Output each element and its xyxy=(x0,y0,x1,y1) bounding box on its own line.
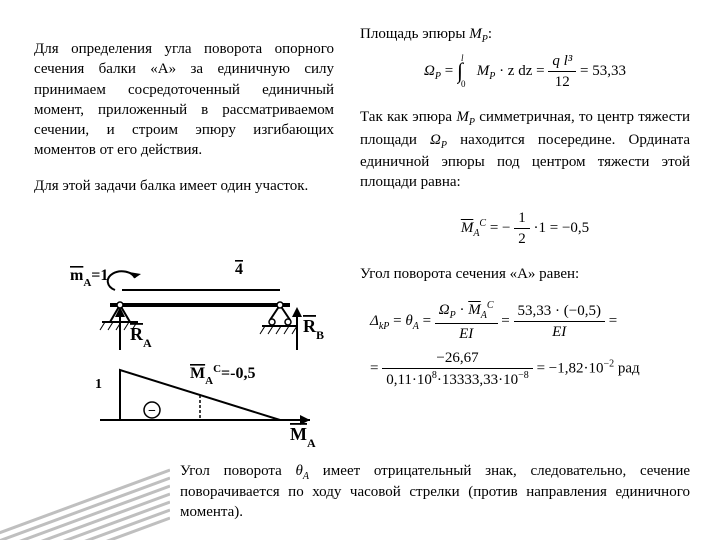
bottom-theta: θ xyxy=(296,463,303,479)
eq4-unit: рад xyxy=(614,361,640,377)
right-column: Площадь эпюры MP: ΩP = l ∫ 0 MP · z dz =… xyxy=(360,24,690,395)
p2-omega: Ω xyxy=(430,132,441,148)
eq3-num2-sub: A xyxy=(481,310,487,321)
eq2-den: 2 xyxy=(514,229,530,249)
eq3-theta-sub: A xyxy=(413,321,419,332)
eq3-num1-sub: P xyxy=(450,310,456,321)
eq2-M: M xyxy=(461,220,474,236)
eq4-den-a: 0,11·10 xyxy=(386,372,432,388)
eq4-result-sup: −2 xyxy=(603,359,614,370)
eq4-den-b: ·13333,33·10 xyxy=(437,372,518,388)
eq2-num: 1 xyxy=(514,208,530,229)
reaction-b-arrow-icon xyxy=(292,307,302,317)
area-title-symbol: M xyxy=(469,26,482,42)
eq3-theta: θ xyxy=(405,313,412,329)
bottom-a: Угол поворота xyxy=(180,463,296,479)
eq2-M-sup: C xyxy=(479,218,486,229)
eq3-num1: Ω xyxy=(439,302,450,318)
eq1-frac: q l³ 12 xyxy=(548,51,576,93)
eq1-Mp-sub: P xyxy=(489,71,495,82)
beam-diagram-svg: mA=1 4 xyxy=(40,260,340,450)
eq3-delta: Δ xyxy=(370,313,379,329)
moment-arc-icon xyxy=(108,271,135,290)
eq3-delta-sub: kP xyxy=(379,321,390,332)
eq3-den: EI xyxy=(435,324,498,344)
area-title-sub: P xyxy=(482,34,488,45)
reaction-b-label: RB xyxy=(303,316,324,342)
diagram-mA-label: mA=1 xyxy=(70,267,108,289)
eq1-omega-sub: P xyxy=(435,71,441,82)
eq2-rest: ·1 = −0,5 xyxy=(534,220,590,236)
pin-b-icon xyxy=(277,302,283,308)
eq1-frac-num: q l³ xyxy=(548,51,576,72)
corner-svg xyxy=(0,440,170,540)
eq4-den: 0,11·108·13333,33·10−8 xyxy=(382,369,533,390)
eq1-integrand: · z dz = xyxy=(499,63,545,79)
equation-area: ΩP = l ∫ 0 MP · z dz = q l³ 12 = 53,33 xyxy=(360,51,690,93)
eq4-num: −26,67 xyxy=(382,348,533,369)
eq2-M-sub: A xyxy=(473,228,479,239)
eq4-den-b-sup: −8 xyxy=(518,370,529,381)
eq4-frac: −26,67 0,11·108·13333,33·10−8 xyxy=(382,348,533,391)
span-label: 4 xyxy=(235,261,243,278)
bottom-text: Угол поворота θA имеет отрицательный зна… xyxy=(180,462,690,522)
eq3-num2: M xyxy=(468,302,481,318)
moment-axis-label: MA xyxy=(290,424,316,450)
equation-theta: ΔkP = θA = ΩP · MAC EI = 53,33 · (−0,5) … xyxy=(360,299,690,344)
equation-theta-2: = −26,67 0,11·108·13333,33·10−8 = −1,82·… xyxy=(360,348,690,391)
moment-arc-arrow xyxy=(129,272,141,278)
reaction-a-label: RA xyxy=(130,324,152,350)
area-title: Площадь эпюры MP: xyxy=(360,24,690,47)
left-paragraph-2: Для этой задачи балка имеет один участок… xyxy=(34,176,334,196)
eq1-result: = 53,33 xyxy=(580,63,626,79)
support-b-hatch xyxy=(260,326,297,334)
eq3-mid-num: 53,33 · (−0,5) xyxy=(514,301,605,322)
eq1-frac-den: 12 xyxy=(548,72,576,92)
roller-b1-icon xyxy=(269,319,275,325)
eq3-frac1-num: ΩP · MAC xyxy=(435,299,498,324)
area-title-text: Площадь эпюры xyxy=(360,26,469,42)
eq3-mid-den: EI xyxy=(514,322,605,342)
moment-center-label: MAC=-0,5 xyxy=(190,363,255,387)
eq1-Mp: M xyxy=(477,63,490,79)
corner-decoration xyxy=(0,440,170,540)
left-paragraph-1: Для определения угла поворота опорного с… xyxy=(34,39,334,161)
p2-sym: M xyxy=(456,109,469,125)
eq4-result: = −1,82·10 xyxy=(537,361,604,377)
eq3-frac2: 53,33 · (−0,5) EI xyxy=(514,301,605,343)
moment-height-label: 1 xyxy=(95,377,102,392)
eq1-omega: Ω xyxy=(424,63,435,79)
integral-icon: l ∫ 0 xyxy=(457,54,473,88)
eq3-num2-sup: C xyxy=(487,300,494,311)
roller-b2-icon xyxy=(285,319,291,325)
p2-a: Так как эпюра xyxy=(360,109,456,125)
right-paragraph-3: Угол поворота сечения «A» равен: xyxy=(360,264,690,284)
eq2-frac: 1 2 xyxy=(514,208,530,250)
equation-mc: MAC = − 1 2 ·1 = −0,5 xyxy=(360,208,690,250)
left-column: Для определения угла поворота опорного с… xyxy=(34,24,334,211)
int-lower: 0 xyxy=(461,79,466,88)
eq3-frac1: ΩP · MAC EI xyxy=(435,299,498,344)
beam-diagram: mA=1 4 xyxy=(40,260,340,450)
minus-sign: − xyxy=(148,404,156,419)
right-paragraph-2: Так как эпюра MP симметричная, то центр … xyxy=(360,107,690,193)
